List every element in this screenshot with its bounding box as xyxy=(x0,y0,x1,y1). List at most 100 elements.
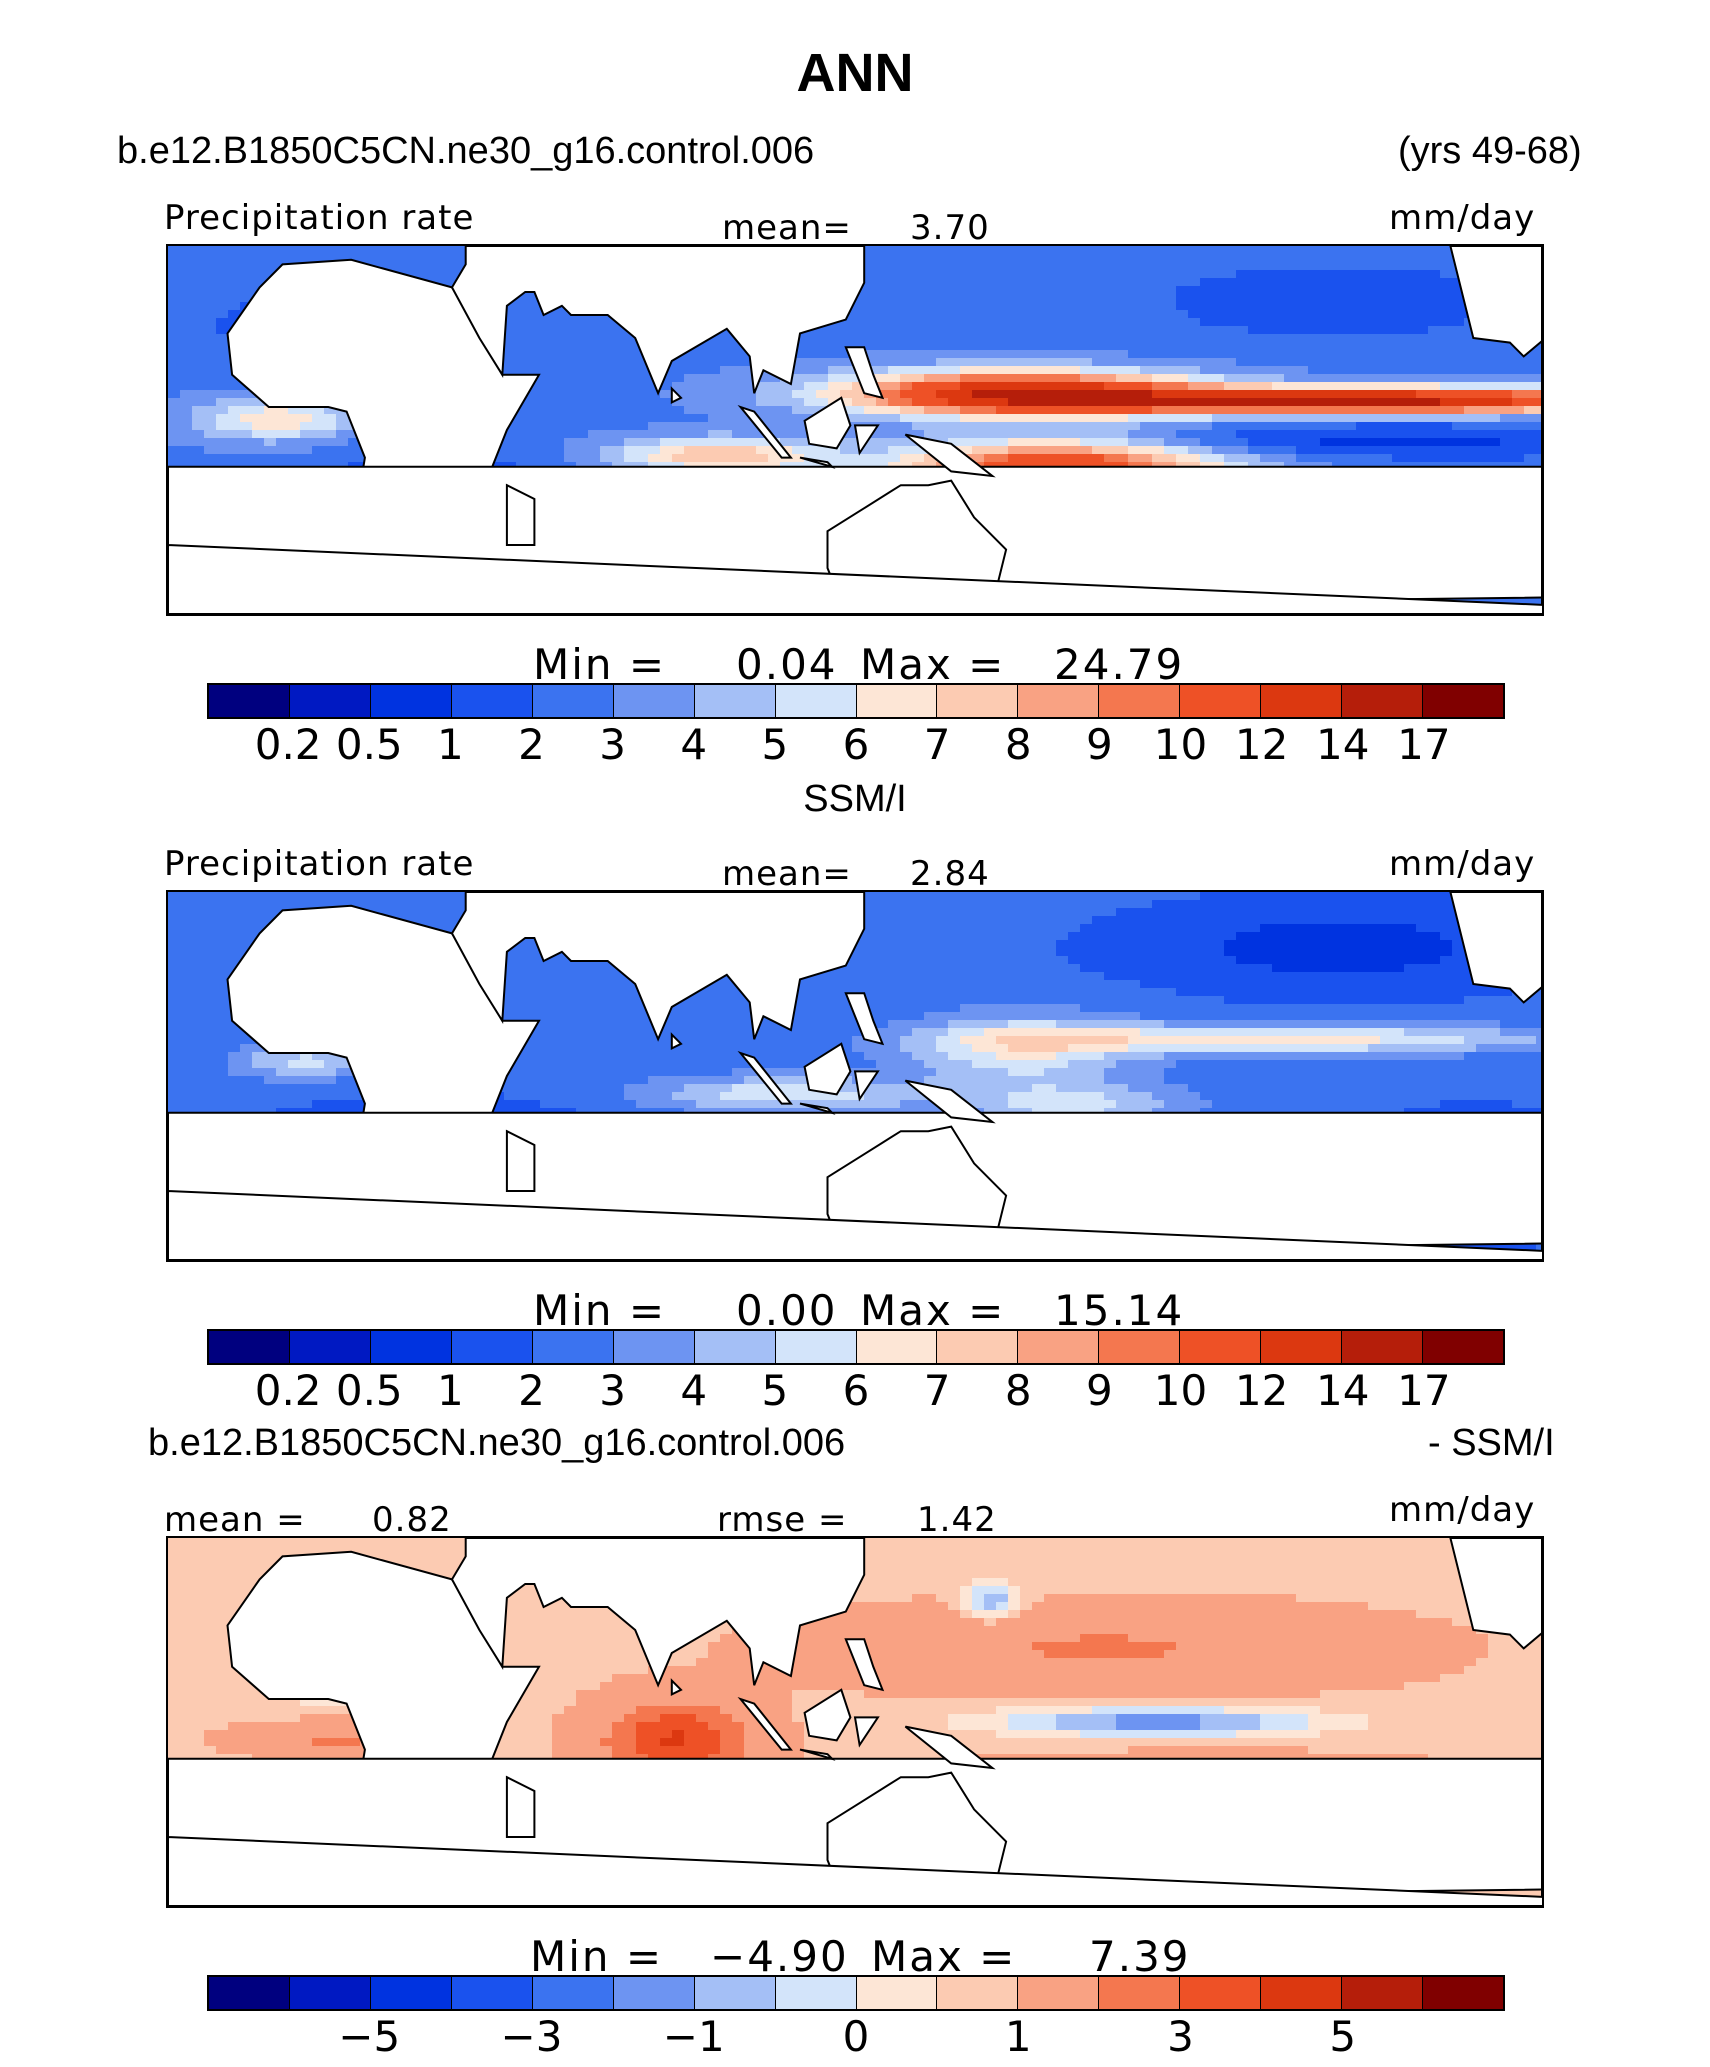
land-island-0 xyxy=(737,1050,793,1105)
panel2-map xyxy=(166,890,1544,1262)
panel1-mean-value: 3.70 xyxy=(910,208,990,248)
panel2-mean-label: mean= xyxy=(722,854,852,894)
panel1-map xyxy=(166,244,1544,616)
colorbar-tick-label: 1 xyxy=(437,720,464,769)
land-asia xyxy=(450,892,866,1042)
colorbar-box xyxy=(370,685,452,717)
colorbar-box xyxy=(613,685,695,717)
land-island-0 xyxy=(737,1696,793,1751)
panel3-rmse-value: 1.42 xyxy=(917,1500,997,1540)
colorbar-tick-label: 0.2 xyxy=(254,720,322,769)
land-island-6 xyxy=(505,1775,536,1838)
colorbar-tick-label: 6 xyxy=(842,1366,870,1415)
land-island-7 xyxy=(670,386,683,405)
obs-title: SSM/I xyxy=(803,778,907,820)
colorbar-tick-label: 9 xyxy=(1086,720,1113,769)
colorbar-box xyxy=(1018,1977,1100,2009)
colorbar-tick-label: 17 xyxy=(1397,1366,1451,1415)
land-island-5 xyxy=(844,346,885,400)
colorbar-box xyxy=(1180,685,1262,717)
colorbar-box xyxy=(1423,685,1503,717)
land-island-5 xyxy=(844,992,885,1046)
colorbar-box xyxy=(1342,1331,1424,1363)
colorbar-tick-label: 3 xyxy=(599,720,626,769)
colorbar-box xyxy=(1423,1331,1503,1363)
colorbar-box xyxy=(775,1331,857,1363)
colorbar-box xyxy=(1018,1331,1100,1363)
colorbar-box xyxy=(856,1977,938,2009)
panel3-map xyxy=(166,1536,1544,1908)
panel3-max-value: 7.39 xyxy=(1089,1932,1191,1981)
colorbar-box xyxy=(1261,685,1343,717)
land-island-4 xyxy=(904,433,996,478)
colorbar-tick-label: 0.5 xyxy=(335,720,403,769)
panel3-mean-label: mean = xyxy=(164,1500,306,1540)
colorbar-box xyxy=(694,1331,776,1363)
panel3-colorbar xyxy=(207,1975,1505,2011)
colorbar-tick-label: 6 xyxy=(842,720,870,769)
panel1-max-value: 24.79 xyxy=(1054,640,1185,689)
colorbar-tick-label: 5 xyxy=(761,720,789,769)
colorbar-tick-label: 1 xyxy=(437,1366,464,1415)
colorbar-tick-label: 2 xyxy=(518,720,545,769)
colorbar-box xyxy=(1180,1331,1262,1363)
colorbar-tick-label: 12 xyxy=(1234,720,1289,769)
colorbar-tick-label: 7 xyxy=(923,1366,951,1415)
colorbar-box xyxy=(370,1977,452,2009)
land-island-7 xyxy=(670,1032,683,1051)
land-south-america-west xyxy=(168,1768,1542,1906)
panel2-max-value: 15.14 xyxy=(1054,1286,1185,1335)
colorbar-tick-label: 4 xyxy=(680,720,708,769)
colorbar-box xyxy=(1261,1977,1343,2009)
colorbar-tick-label: 7 xyxy=(923,720,951,769)
colorbar-box xyxy=(532,1977,614,2009)
panel2-min-value: 0.00 xyxy=(736,1286,838,1335)
panel1-mean-label: mean= xyxy=(722,208,852,248)
land-island-1 xyxy=(799,456,836,469)
colorbar-box xyxy=(613,1331,695,1363)
colorbar-tick-label: −1 xyxy=(662,2012,725,2061)
colorbar-box xyxy=(856,1331,938,1363)
colorbar-box xyxy=(1342,1977,1424,2009)
colorbar-box xyxy=(1180,1977,1262,2009)
colorbar-box xyxy=(937,685,1019,717)
panel2-colorbar xyxy=(207,1329,1505,1365)
colorbar-box xyxy=(532,1331,614,1363)
colorbar-tick-label: 10 xyxy=(1153,720,1208,769)
map2-field xyxy=(168,892,1542,1260)
colorbar-tick-label: 8 xyxy=(1004,720,1032,769)
colorbar-tick-label: 3 xyxy=(1167,2012,1194,2061)
colorbar-tick-label: 9 xyxy=(1086,1366,1113,1415)
colorbar-box xyxy=(1099,1331,1181,1363)
panel1-min-value: 0.04 xyxy=(736,640,838,689)
diff-suffix: - SSM/I xyxy=(1428,1422,1555,1464)
panel1-variable: Precipitation rate xyxy=(164,198,475,238)
panel3-min-label: Min = xyxy=(530,1932,664,1981)
colorbar-box xyxy=(289,1331,371,1363)
colorbar-tick-label: −3 xyxy=(500,2012,563,2061)
colorbar-box xyxy=(613,1977,695,2009)
colorbar-box xyxy=(1423,1977,1503,2009)
land-island-3 xyxy=(853,424,880,456)
colorbar-box xyxy=(451,1977,533,2009)
colorbar-box xyxy=(694,1977,776,2009)
colorbar-box xyxy=(209,685,290,717)
land-americas xyxy=(1449,892,1542,1260)
land-asia xyxy=(450,246,866,396)
colorbar-tick-label: 5 xyxy=(761,1366,789,1415)
land-south-america-west xyxy=(168,476,1542,614)
panel1-min-label: Min = xyxy=(533,640,667,689)
colorbar-tick-label: 12 xyxy=(1234,1366,1289,1415)
colorbar-box xyxy=(1099,1977,1181,2009)
colorbar-box xyxy=(775,1977,857,2009)
panel2-min-label: Min = xyxy=(533,1286,667,1335)
land-americas xyxy=(1449,1538,1542,1906)
panel1-units: mm/day xyxy=(1389,198,1536,238)
land-island-6 xyxy=(505,1129,536,1192)
panel1-colorbar xyxy=(207,683,1505,719)
colorbar-box xyxy=(775,685,857,717)
colorbar-tick-label: 8 xyxy=(1004,1366,1032,1415)
colorbar-tick-label: −5 xyxy=(338,2012,401,2061)
colorbar-box xyxy=(1342,685,1424,717)
colorbar-box xyxy=(209,1977,290,2009)
